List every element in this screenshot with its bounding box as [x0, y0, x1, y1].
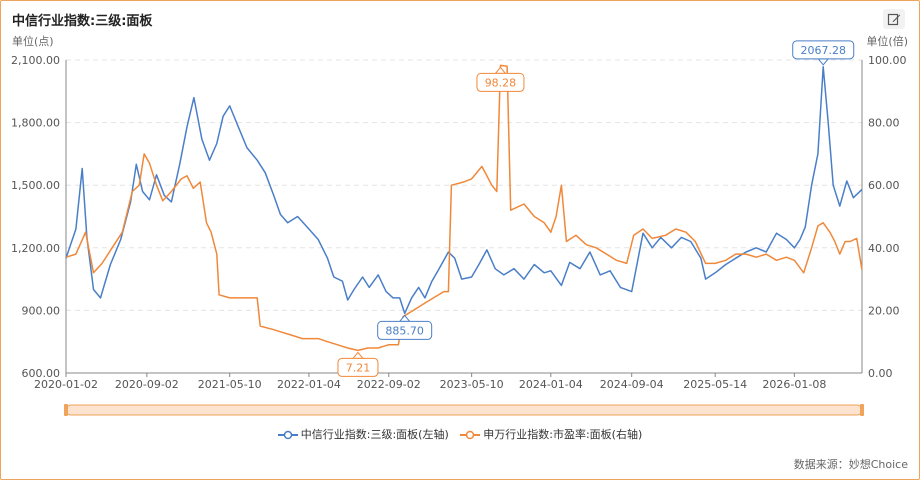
y-left-tick-label: 900.00	[22, 304, 61, 317]
legend: 中信行业指数:三级:面板(左轴) 申万行业指数:市盈率:面板(右轴)	[0, 426, 920, 442]
y-right-tick-label: 60.00	[868, 179, 900, 192]
legend-symbol-orange	[460, 430, 481, 440]
annotation-label: 98.28	[485, 76, 517, 89]
x-tick-label: 2022-09-02	[357, 378, 421, 391]
x-tick-label: 2021-05-10	[198, 378, 262, 391]
zoom-handle-right	[860, 404, 864, 416]
series-line-shenwan	[65, 64, 863, 352]
y-left-tick-label: 600.00	[22, 367, 61, 380]
annotation-box	[337, 357, 379, 377]
annotation-box	[792, 40, 855, 60]
chart-title: 中信行业指数:三级:面板	[12, 14, 153, 29]
annotation-label: 7.21	[346, 361, 371, 374]
annotation-box	[377, 320, 433, 340]
zoom-slider-track	[65, 404, 863, 416]
legend-label-shenwan: 申万行业指数:市盈率:面板(右轴)	[483, 428, 643, 441]
x-tick-label: 2022-01-04	[277, 378, 341, 391]
y-left-unit-label: 单位(点)	[12, 35, 54, 48]
y-right-tick-label: 80.00	[868, 117, 900, 130]
annotation-pointer	[398, 314, 411, 322]
y-left-tick-label: 1,200.00	[11, 242, 60, 255]
x-tick-label: 2024-09-04	[600, 378, 664, 391]
legend-item-zhongxin[interactable]: 中信行业指数:三级:面板(左轴)	[277, 426, 449, 442]
legend-item-shenwan[interactable]: 申万行业指数:市盈率:面板(右轴)	[460, 426, 642, 442]
y-right-unit-label: 单位(倍)	[866, 35, 908, 48]
y-left-tick-label: 2,100.00	[11, 54, 60, 67]
edit-icon	[887, 13, 901, 26]
annotation-label: 2067.28	[800, 44, 846, 57]
x-tick-label: 2023-05-10	[440, 378, 504, 391]
series-line-zhongxin	[65, 66, 863, 315]
annotation-pointer	[351, 351, 365, 359]
x-tick-label: 2020-01-02	[34, 378, 98, 391]
annotation-pointer	[494, 66, 507, 74]
y-right-tick-label: 20.00	[868, 304, 900, 317]
x-tick-label: 2020-09-02	[115, 378, 179, 391]
annotation-box	[476, 72, 525, 92]
zoom-handle-left	[64, 404, 68, 416]
data-source: 数据来源：妙想Choice	[793, 458, 908, 471]
annotation-label: 885.70	[385, 324, 424, 337]
y-right-tick-label: 0.00	[868, 367, 893, 380]
x-tick-label: 2025-05-14	[683, 378, 747, 391]
legend-symbol-blue	[277, 430, 298, 440]
y-right-tick-label: 100.00	[868, 54, 907, 67]
y-right-tick-label: 40.00	[868, 242, 900, 255]
annotation-pointer	[817, 58, 830, 66]
y-left-tick-label: 1,800.00	[11, 117, 60, 130]
legend-label-zhongxin: 中信行业指数:三级:面板(左轴)	[300, 428, 449, 441]
x-tick-label: 2024-01-04	[519, 378, 583, 391]
y-left-tick-label: 1,500.00	[11, 179, 60, 192]
x-tick-label: 2026-01-08	[762, 378, 826, 391]
edit-button[interactable]	[883, 9, 905, 29]
